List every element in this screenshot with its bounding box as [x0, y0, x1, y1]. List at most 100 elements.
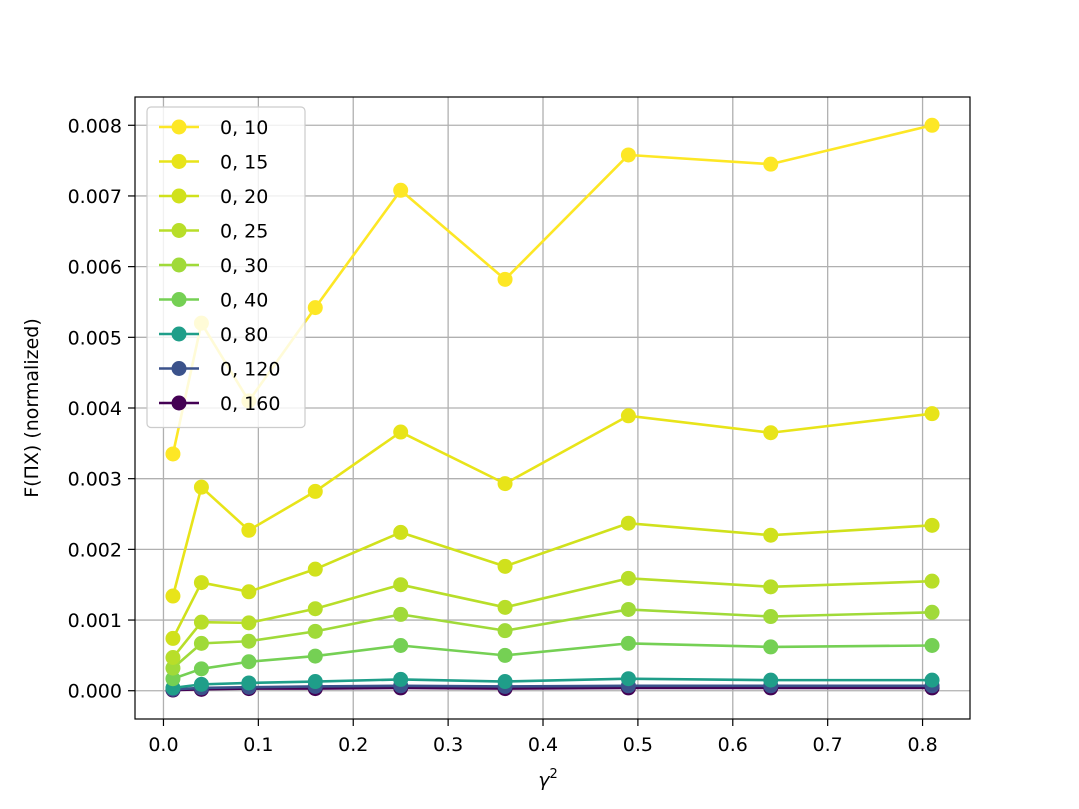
data-point — [193, 575, 209, 591]
data-point — [620, 147, 636, 163]
series-line — [172, 686, 933, 692]
data-point — [763, 639, 779, 655]
x-tick-label: 0.5 — [623, 734, 653, 756]
data-point — [763, 425, 779, 441]
data-point — [924, 117, 940, 133]
data-point — [193, 635, 209, 651]
data-point — [393, 524, 409, 540]
y-tick-label: 0.004 — [68, 398, 122, 420]
data-point — [241, 615, 257, 631]
legend-label: 0, 40 — [220, 290, 268, 312]
data-point — [924, 637, 940, 653]
series — [165, 601, 940, 676]
data-point — [193, 661, 209, 677]
legend-swatch-marker — [171, 223, 187, 238]
legend-item: 0, 25 — [159, 221, 268, 243]
legend-box — [146, 106, 306, 429]
x-tick-label: 0.6 — [718, 734, 748, 756]
legend-label: 0, 120 — [220, 359, 280, 381]
data-point — [497, 599, 513, 615]
data-point — [393, 606, 409, 622]
legend-label: 0, 80 — [220, 324, 268, 346]
y-tick-label: 0.000 — [68, 681, 122, 703]
legend-item: 0, 40 — [159, 290, 268, 312]
data-point — [924, 672, 940, 688]
data-point — [193, 614, 209, 630]
data-point — [497, 476, 513, 492]
legend-label: 0, 160 — [220, 393, 280, 415]
legend-item: 0, 80 — [159, 324, 268, 346]
y-tick-label: 0.001 — [68, 610, 122, 632]
data-point — [763, 579, 779, 595]
legend-swatch-marker — [171, 154, 187, 169]
x-tick-label: 0.0 — [148, 734, 178, 756]
data-point — [393, 671, 409, 687]
legend-swatch-marker — [171, 119, 187, 135]
y-tick-label: 0.005 — [68, 327, 122, 349]
y-tick-label: 0.006 — [68, 257, 122, 279]
data-point — [307, 300, 323, 316]
legend-swatch-marker — [171, 361, 187, 376]
series — [165, 671, 940, 696]
data-point — [165, 446, 181, 462]
x-axis-label: γ2 — [538, 767, 558, 791]
data-point — [763, 527, 779, 543]
data-point — [763, 156, 779, 172]
legend-label: 0, 10 — [220, 117, 268, 139]
legend-label: 0, 20 — [220, 186, 268, 208]
data-point — [165, 650, 181, 666]
data-point — [924, 573, 940, 589]
y-tick-label: 0.008 — [68, 115, 122, 137]
data-point — [241, 584, 257, 600]
series-line — [171, 521, 933, 640]
data-point — [620, 671, 636, 687]
data-point — [241, 675, 257, 691]
data-point — [307, 674, 323, 690]
data-point — [620, 601, 636, 617]
data-point — [393, 182, 409, 198]
series-line — [171, 412, 933, 597]
series — [165, 635, 940, 687]
y-axis-label: F(ΠX) (normalized) — [21, 318, 43, 498]
data-point — [165, 588, 181, 604]
data-point — [620, 515, 636, 531]
data-point — [241, 522, 257, 538]
data-point — [620, 570, 636, 586]
data-point — [924, 517, 940, 533]
data-point — [763, 672, 779, 688]
data-point — [924, 604, 940, 620]
data-point — [497, 558, 513, 574]
y-tick-label: 0.007 — [68, 186, 122, 208]
legend-item: 0, 15 — [159, 152, 268, 174]
x-tick-label: 0.3 — [433, 734, 463, 756]
legend-swatch-marker — [171, 188, 187, 204]
data-point — [763, 609, 779, 625]
data-point — [307, 648, 323, 664]
x-tick-label: 0.1 — [243, 734, 273, 756]
data-point — [307, 623, 323, 639]
data-point — [924, 406, 940, 422]
y-axis: 0.000 0.001 0.002 0.003 0.004 0.005 0.006 0.007… — [68, 115, 135, 703]
y-tick-label: 0.003 — [68, 469, 122, 491]
legend-item: 0, 160 — [159, 393, 280, 415]
legend-swatch-marker — [171, 292, 187, 307]
legend: 0, 10 0, 15 0, 20 0, 25 0, 30 0, 40 0, 80 0, 12… — [146, 106, 306, 429]
legend-item: 0, 120 — [159, 359, 280, 381]
data-point — [241, 654, 257, 670]
legend-label: 0, 15 — [220, 152, 268, 174]
grid — [135, 97, 970, 719]
x-tick-label: 0.2 — [338, 734, 368, 756]
legend-swatch-marker — [171, 326, 187, 342]
legend-item: 0, 10 — [159, 117, 268, 139]
data-point — [165, 630, 181, 646]
data-point — [620, 635, 636, 651]
data-point — [241, 633, 257, 649]
series — [165, 570, 940, 666]
x-tick-label: 0.4 — [528, 734, 558, 756]
data-point — [393, 637, 409, 653]
data-point — [165, 660, 181, 676]
legend-label: 0, 30 — [220, 255, 268, 277]
data-point — [497, 647, 513, 663]
legend-swatch-marker — [171, 395, 187, 411]
